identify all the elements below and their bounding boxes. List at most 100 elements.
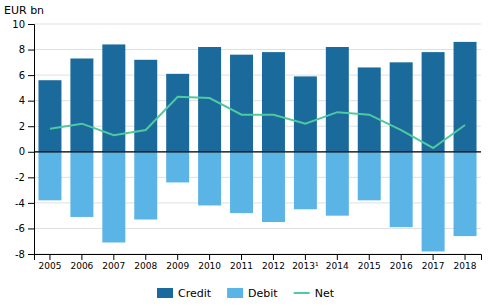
- x-tick: 2010: [198, 254, 221, 271]
- bar: [166, 152, 189, 183]
- y-tick-label: 0: [19, 146, 25, 157]
- bar: [134, 60, 157, 152]
- y-tick-mark: [28, 50, 34, 51]
- bar: [294, 152, 317, 210]
- y-tick-label: 2: [19, 121, 25, 132]
- grid-line: [34, 151, 481, 152]
- y-tick-mark: [28, 101, 34, 102]
- y-tick: 0: [19, 146, 34, 157]
- x-tick: 2009: [166, 254, 189, 271]
- x-tick-mark: [433, 254, 434, 260]
- bar: [390, 62, 413, 151]
- x-tick-mark: [113, 254, 114, 260]
- x-tick-label: 2016: [390, 261, 413, 271]
- bar: [230, 55, 253, 152]
- legend-item: Net: [294, 287, 335, 300]
- x-tick-label: 2006: [70, 261, 93, 271]
- y-tick: -2: [15, 172, 34, 183]
- bar: [326, 152, 349, 216]
- x-tick: 2011: [230, 254, 253, 271]
- grid-line: [34, 49, 481, 50]
- x-tick: 2017: [422, 254, 445, 271]
- bar: [166, 74, 189, 152]
- y-tick: 4: [19, 95, 34, 106]
- y-tick: -6: [15, 223, 34, 234]
- bar: [390, 152, 413, 227]
- y-tick-mark: [28, 254, 34, 255]
- y-tick-label: 4: [19, 95, 25, 106]
- legend-swatch: [294, 292, 310, 294]
- y-axis-line: [28, 25, 35, 255]
- x-tick-label: 2014: [326, 261, 349, 271]
- legend-label: Credit: [178, 287, 212, 300]
- y-axis-title: EUR bn: [4, 4, 44, 17]
- x-tick-label: 2018: [454, 261, 477, 271]
- y-tick-label: -8: [15, 249, 25, 260]
- x-tick-label: 2017: [422, 261, 445, 271]
- legend-swatch: [157, 288, 173, 298]
- x-tick-mark: [273, 254, 274, 260]
- x-tick-label: 2011: [230, 261, 253, 271]
- x-tick-mark: [209, 254, 210, 260]
- x-tick: 2012: [262, 254, 285, 271]
- x-tick: 2008: [134, 254, 157, 271]
- y-tick-mark: [28, 75, 34, 76]
- x-tick-mark: [401, 254, 402, 260]
- grid: [34, 24, 481, 254]
- x-tick: 2006: [70, 254, 93, 271]
- y-tick-mark: [28, 152, 34, 153]
- x-tick-mark: [49, 254, 50, 260]
- x-tick-label: 2008: [134, 261, 157, 271]
- y-axis: -8-6-4-20246810: [12, 19, 34, 260]
- chart: -8-6-4-202468102005200620072008200920102…: [0, 0, 491, 306]
- bar-series: [38, 152, 476, 252]
- bar: [454, 42, 477, 152]
- bar: [422, 152, 445, 252]
- grid-line: [34, 100, 481, 101]
- y-tick: 2: [19, 121, 34, 132]
- grid-line: [34, 126, 481, 127]
- x-tick: 2018: [454, 254, 477, 271]
- x-tick-mark: [177, 254, 178, 260]
- y-tick-label: -6: [15, 223, 25, 234]
- x-tick: 2015: [358, 254, 381, 271]
- y-tick-label: 6: [19, 70, 25, 81]
- bar: [358, 67, 381, 151]
- y-tick-mark: [28, 177, 34, 178]
- bar-series: [38, 42, 476, 152]
- bar: [262, 152, 285, 222]
- x-tick-label: 2005: [39, 261, 62, 271]
- x-tick: 2014: [326, 254, 349, 271]
- x-tick: 2007: [102, 254, 125, 271]
- x-tick-mark: [305, 254, 306, 260]
- plot-area: [38, 42, 476, 252]
- x-tick-label: 2012: [262, 261, 285, 271]
- x-tick: 2005: [39, 254, 62, 271]
- bar: [38, 152, 61, 201]
- bar: [70, 59, 93, 152]
- bar: [70, 152, 93, 217]
- bar: [230, 152, 253, 213]
- y-tick-mark: [28, 203, 34, 204]
- legend-swatch: [227, 288, 243, 298]
- legend-label: Debit: [248, 287, 278, 300]
- y-tick: 8: [19, 44, 34, 55]
- x-tick-mark: [337, 254, 338, 260]
- bar: [326, 47, 349, 152]
- x-tick-mark: [241, 254, 242, 260]
- x-tick-mark: [465, 254, 466, 260]
- y-tick-mark: [28, 24, 34, 25]
- y-tick-label: -2: [15, 172, 25, 183]
- grid-line: [34, 24, 481, 25]
- y-tick-label: 10: [12, 19, 25, 30]
- x-tick-mark: [81, 254, 82, 260]
- bar: [102, 152, 125, 243]
- x-axis-line: [35, 255, 482, 261]
- bar: [294, 76, 317, 151]
- grid-line: [34, 75, 481, 76]
- net-line: [50, 97, 465, 148]
- grid-line: [34, 228, 481, 229]
- grid-line: [34, 177, 481, 178]
- x-axis: 200520062007200820092010201120122013¹201…: [35, 254, 482, 271]
- grid-line: [34, 202, 481, 203]
